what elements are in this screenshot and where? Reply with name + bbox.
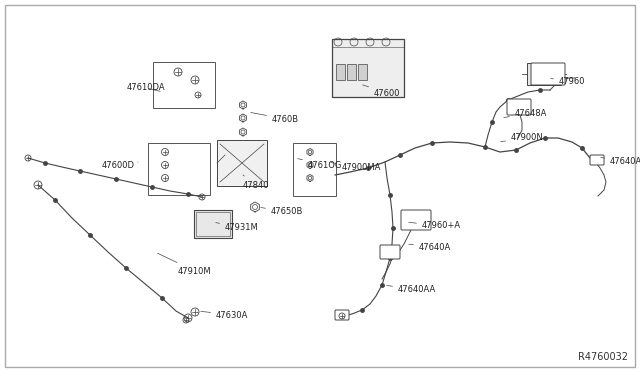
Text: R4760032: R4760032 [578, 352, 628, 362]
FancyBboxPatch shape [401, 210, 431, 230]
Text: 47640AA: 47640AA [387, 285, 436, 295]
FancyBboxPatch shape [507, 99, 531, 115]
Bar [194, 210, 232, 238]
Text: 47960: 47960 [551, 77, 586, 87]
FancyBboxPatch shape [531, 63, 565, 85]
Text: 47630A: 47630A [201, 311, 248, 320]
Text: 47900N: 47900N [500, 134, 544, 142]
Bar [527, 63, 561, 85]
Text: 47650B: 47650B [260, 208, 303, 217]
Bar [332, 39, 404, 97]
Bar [196, 212, 230, 236]
Text: 47600D: 47600D [102, 160, 138, 170]
Bar [293, 143, 336, 196]
Text: 47600: 47600 [363, 85, 401, 97]
Text: 4761OG: 4761OG [298, 158, 342, 170]
Bar [217, 140, 267, 186]
Text: 47648A: 47648A [504, 109, 547, 118]
FancyBboxPatch shape [590, 155, 604, 165]
Text: 47910M: 47910M [157, 253, 212, 276]
Text: 47610DA: 47610DA [127, 83, 166, 93]
Text: 47900MA: 47900MA [331, 163, 381, 173]
Text: 47960+A: 47960+A [409, 221, 461, 231]
FancyBboxPatch shape [380, 245, 400, 259]
Text: 4760B: 4760B [251, 112, 299, 124]
Text: 47931M: 47931M [216, 222, 259, 232]
Text: 47640A: 47640A [409, 243, 451, 251]
Bar [347, 64, 356, 80]
Bar [336, 64, 345, 80]
Text: 47840: 47840 [243, 175, 269, 189]
Bar [358, 64, 367, 80]
Bar [148, 143, 210, 195]
Bar [153, 62, 215, 108]
Text: 47640AA: 47640AA [601, 157, 640, 167]
FancyBboxPatch shape [335, 310, 349, 320]
